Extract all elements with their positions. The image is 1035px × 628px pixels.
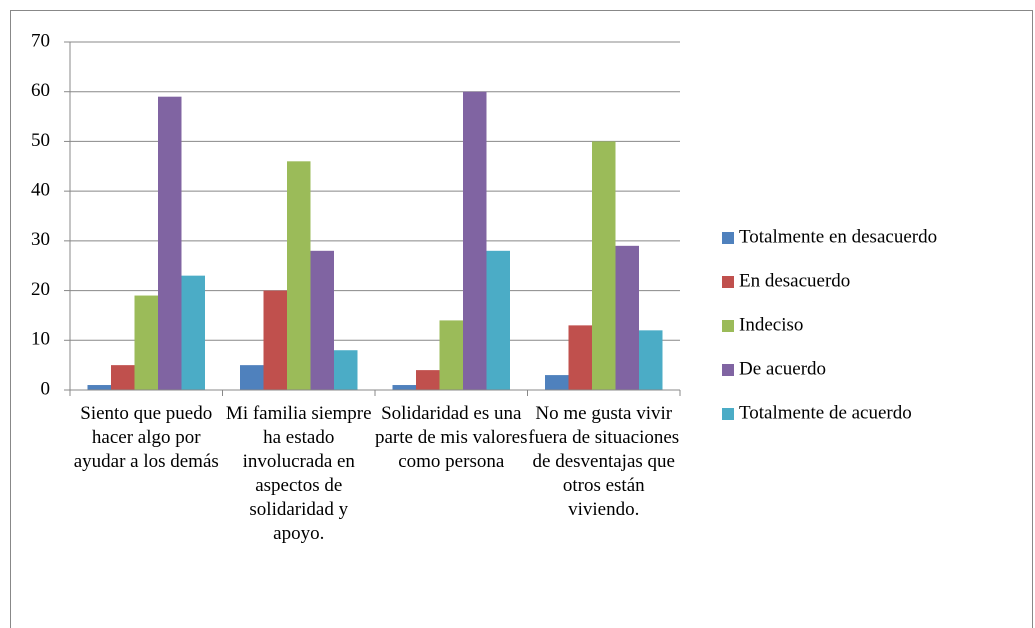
y-tick-label: 20	[31, 279, 50, 300]
bar	[545, 375, 569, 390]
y-tick-label: 60	[31, 80, 50, 101]
x-tick-label: Solidaridad es una parte de mis valores …	[375, 403, 528, 472]
x-tick-label: Siento que puedo hacer algo por ayudar a…	[73, 403, 219, 472]
legend-label: Indeciso	[739, 314, 803, 335]
bar	[486, 250, 510, 390]
bar	[592, 141, 616, 390]
bar	[392, 385, 416, 390]
frame	[10, 10, 1033, 628]
y-tick-label: 10	[31, 329, 50, 350]
y-tick-label: 50	[31, 130, 50, 151]
bar	[568, 325, 592, 390]
x-tick-label: No me gusta vivir fuera de situaciones d…	[528, 403, 680, 520]
y-tick-label: 40	[31, 180, 50, 201]
bar	[639, 330, 663, 390]
bar	[416, 370, 440, 390]
bar	[134, 295, 158, 390]
x-tick-label: Mi familia siempre ha estado involucrada…	[225, 403, 372, 544]
bar	[334, 350, 358, 390]
legend-swatch	[722, 408, 734, 420]
bar	[263, 290, 287, 390]
bar	[463, 91, 487, 390]
bar	[615, 245, 639, 390]
y-tick-label: 70	[31, 30, 50, 51]
legend-swatch	[722, 232, 734, 244]
legend-swatch	[722, 320, 734, 332]
bar	[310, 250, 334, 390]
legend-label: Totalmente en desacuerdo	[739, 226, 937, 247]
legend-label: Totalmente de acuerdo	[739, 402, 912, 423]
y-tick-label: 30	[31, 229, 50, 250]
bar	[158, 96, 182, 390]
bar	[111, 365, 135, 390]
bar	[87, 385, 111, 390]
bar	[181, 275, 205, 390]
bar	[439, 320, 463, 390]
y-tick-label: 0	[41, 378, 51, 399]
legend-swatch	[722, 276, 734, 288]
bar	[240, 365, 264, 390]
legend-label: En desacuerdo	[739, 270, 850, 291]
bar	[287, 161, 311, 390]
legend-label: De acuerdo	[739, 358, 826, 379]
legend-swatch	[722, 364, 734, 376]
